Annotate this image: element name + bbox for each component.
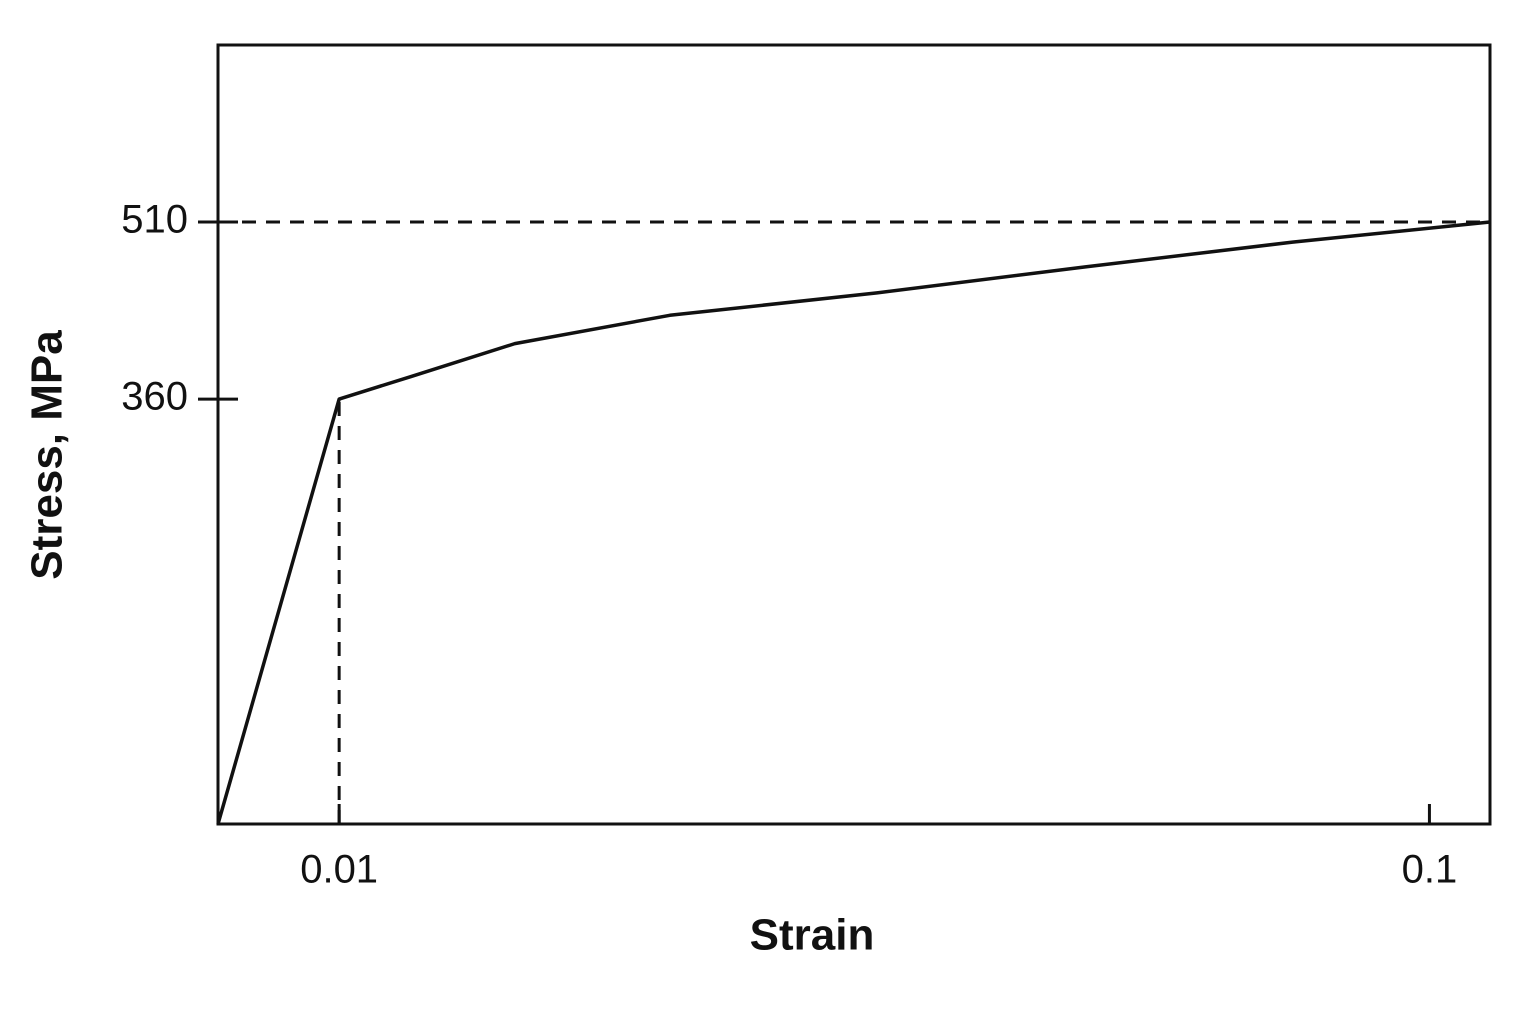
x-tick-label: 0.1	[1402, 848, 1458, 892]
curve	[216, 220, 1491, 825]
y-tick-label: 360	[121, 375, 188, 419]
y-tick-label: 510	[121, 198, 188, 242]
y-axis-title: Stress, MPa	[23, 330, 72, 580]
x-tick-label: 0.01	[300, 848, 378, 892]
plot-frame	[216, 43, 1492, 826]
x-axis-title: Strain	[750, 911, 875, 960]
